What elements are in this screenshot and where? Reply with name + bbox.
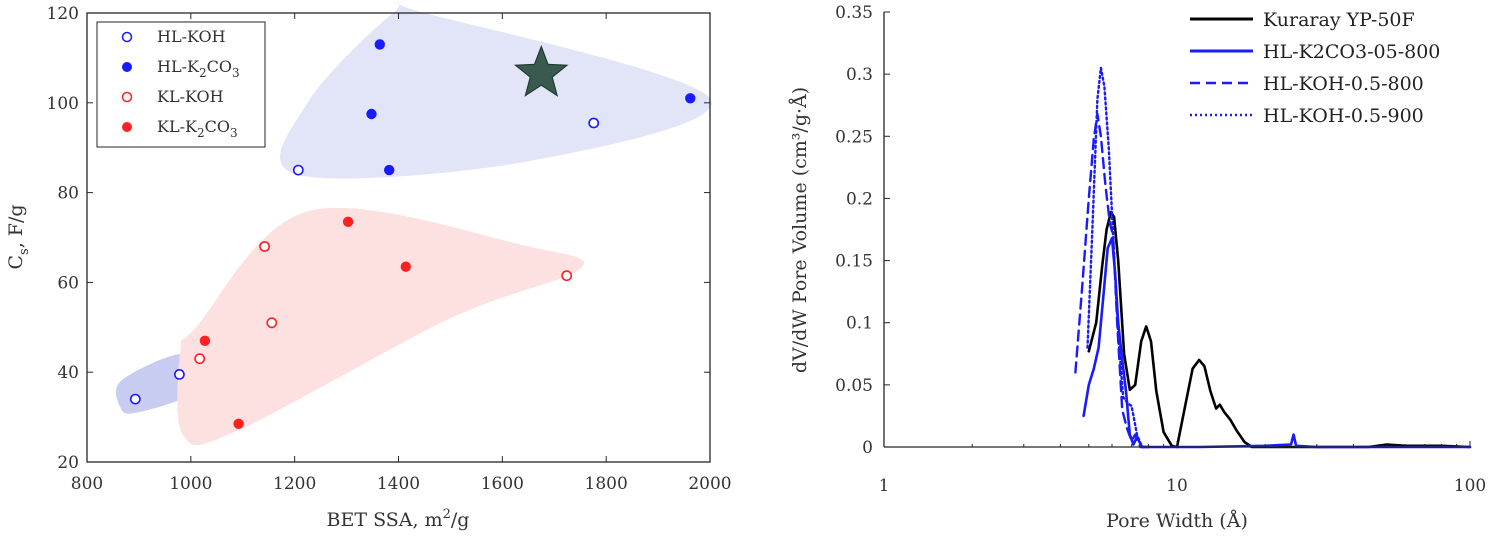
legend-label: Kuraray YP-50F [1263, 9, 1415, 31]
left-y-tick-label: 80 [57, 184, 79, 204]
point-hl-koh [129, 393, 141, 405]
left-y-tick-label: 20 [57, 453, 79, 473]
right-y-tick-label: 0 [862, 438, 873, 458]
left-y-tick-label: 40 [57, 363, 79, 383]
star-point [514, 44, 569, 97]
point-kl-k2co3 [400, 261, 411, 272]
point-hl-k2co3 [366, 108, 377, 120]
legend-label: HL-K2CO3-05-800 [1263, 41, 1440, 63]
right-y-tick-label: 0.15 [835, 252, 873, 272]
left-x-tick-label: 2000 [688, 474, 731, 494]
point-kl-koh [194, 353, 206, 365]
legend-marker [122, 122, 132, 132]
left-x-tick-label: 800 [71, 474, 103, 494]
right-legend: Kuraray YP-50F HL-K2CO3-05-800 HL-KOH-0.5-… [1190, 9, 1440, 127]
right-y-tick-label: 0.2 [846, 189, 873, 209]
right-y-tick-label: 0.35 [835, 3, 873, 23]
right-y-tick-label: 0.25 [835, 127, 873, 147]
left-x-tick-label: 1600 [481, 474, 524, 494]
left-legend-box [96, 21, 266, 148]
left-x-tick-label: 1200 [273, 474, 316, 494]
point-hl-koh [588, 117, 600, 129]
left-x-tick-label: 1400 [377, 474, 420, 494]
point-hl-koh [292, 164, 304, 176]
point-kl-koh [259, 241, 270, 252]
left-chart-scatter: 800 1000 1200 1400 1600 1800 2000 20 40 60 80 100 12… [5, 2, 732, 531]
point-kl-k2co3 [233, 418, 244, 429]
left-x-axis-title: BET SSA, m2/g [327, 507, 470, 531]
point-hl-k2co3 [384, 164, 395, 176]
legend-label: HL-K2CO3 [157, 57, 240, 80]
right-ticks: 0 0.05 0.1 0.15 0.2 0.25 0.3 0.35 1 10 100 [835, 3, 1486, 496]
right-x-axis-title: Pore Width (Å) [1106, 510, 1248, 532]
left-y-tick-label: 120 [47, 4, 79, 24]
right-y-tick-label: 0.3 [846, 65, 873, 85]
legend-marker [121, 31, 133, 43]
right-x-tick-label: 10 [1166, 476, 1188, 496]
point-hl-k2co3 [374, 39, 385, 50]
line-kuraray-yp-50f [1087, 210, 1472, 449]
left-y-axis-title: Cs, F/g [5, 204, 32, 269]
line-hl-koh-0-5-800 [1074, 112, 1150, 449]
left-x-tick-label: 1800 [585, 474, 628, 494]
point-hl-koh [173, 368, 185, 380]
left-y-tick-label: 60 [57, 273, 79, 293]
point-kl-k2co3 [199, 335, 211, 346]
point-kl-koh [561, 270, 573, 282]
right-y-axis-title: dV/dW Pore Volume (cm³/g·Å) [789, 87, 811, 373]
point-hl-k2co3 [685, 93, 696, 104]
left-ticks: 800 1000 1200 1400 1600 1800 2000 20 40 60 80 100 12… [47, 4, 732, 494]
right-y-tick-label: 0.05 [835, 376, 873, 396]
left-y-tick-label: 100 [47, 94, 79, 114]
left-x-tick-label: 1000 [169, 474, 212, 494]
blue-region-large [280, 2, 712, 179]
point-kl-koh [266, 317, 278, 329]
legend-marker [122, 62, 132, 72]
right-x-tick-label: 100 [1454, 476, 1486, 496]
right-y-tick-label: 0.1 [846, 314, 873, 334]
legend-label: KL-KOH [157, 87, 224, 106]
right-chart-line: 0 0.05 0.1 0.15 0.2 0.25 0.3 0.35 1 10 100 Kuraray… [789, 3, 1486, 532]
legend-label: HL-KOH [157, 27, 226, 46]
line-hl-k2co3-05-800 [1082, 236, 1472, 449]
legend-label: HL-KOH-0.5-800 [1263, 73, 1424, 95]
legend-label: HL-KOH-0.5-900 [1263, 105, 1424, 127]
point-kl-k2co3 [342, 216, 354, 227]
red-region [177, 207, 585, 446]
legend-marker [121, 91, 133, 103]
left-legend: HL-KOH HL-K2CO3 KL-KOH KL-K2CO3 [96, 21, 266, 148]
right-x-tick-label: 1 [879, 476, 890, 496]
left-points [129, 39, 696, 429]
left-star-marker [514, 44, 569, 97]
line-hl-koh-0-5-900 [1086, 66, 1150, 449]
legend-label: KL-K2CO3 [157, 117, 238, 140]
